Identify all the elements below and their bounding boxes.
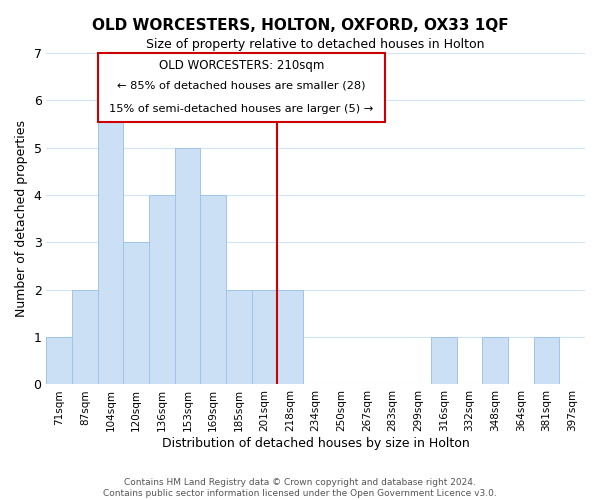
Bar [72,290,98,384]
Bar [46,337,72,384]
Text: 15% of semi-detached houses are larger (5) →: 15% of semi-detached houses are larger (… [109,104,373,114]
Text: OLD WORCESTERS, HOLTON, OXFORD, OX33 1QF: OLD WORCESTERS, HOLTON, OXFORD, OX33 1QF [92,18,508,32]
Bar [124,242,149,384]
Title: Size of property relative to detached houses in Holton: Size of property relative to detached ho… [146,38,485,51]
Bar [149,195,175,384]
X-axis label: Distribution of detached houses by size in Holton: Distribution of detached houses by size … [162,437,470,450]
Bar [226,290,251,384]
Bar [251,290,277,384]
Bar [431,337,457,384]
Bar [200,195,226,384]
Text: OLD WORCESTERS: 210sqm: OLD WORCESTERS: 210sqm [158,60,324,72]
Bar [175,148,200,384]
Bar [482,337,508,384]
Text: Contains HM Land Registry data © Crown copyright and database right 2024.
Contai: Contains HM Land Registry data © Crown c… [103,478,497,498]
Bar [534,337,559,384]
Y-axis label: Number of detached properties: Number of detached properties [15,120,28,318]
Bar [98,100,124,385]
FancyBboxPatch shape [98,53,385,122]
Bar [277,290,303,384]
Text: ← 85% of detached houses are smaller (28): ← 85% of detached houses are smaller (28… [117,80,365,90]
